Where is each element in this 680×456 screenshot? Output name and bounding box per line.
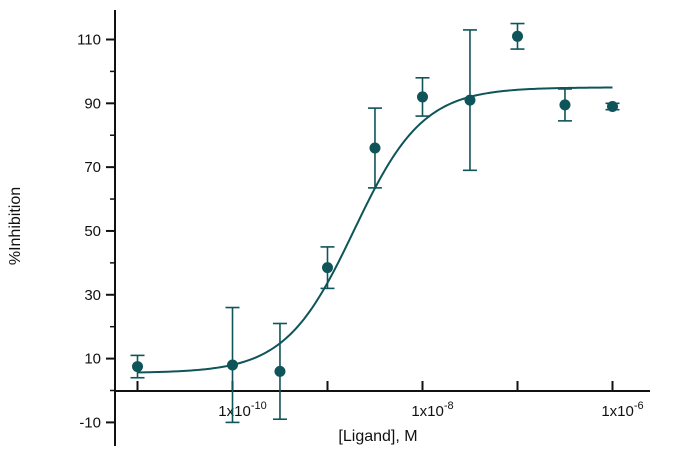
y-tick-label: 90 (84, 95, 101, 112)
y-tick-label: 50 (84, 223, 101, 240)
data-point (274, 365, 286, 377)
data-point-group (320, 246, 335, 290)
axes (114, 10, 650, 446)
x-axis-title: [Ligand], M (338, 428, 417, 445)
y-tick-label: 30 (84, 287, 101, 304)
data-point (607, 101, 618, 113)
data-point-group (225, 306, 240, 424)
data-point (322, 262, 333, 274)
data-point-group (272, 322, 287, 421)
y-axis-ticks: -10 10 30 50 70 90 110 (77, 32, 115, 431)
data-point (464, 94, 476, 106)
data-points (130, 22, 620, 424)
y-tick-label: 70 (84, 159, 101, 176)
data-point (132, 361, 143, 373)
y-axis-title: %Inhibition (7, 187, 24, 265)
data-point (559, 99, 571, 111)
x-tick-label: 1x10-8 (411, 400, 453, 420)
data-point-group (415, 76, 430, 117)
data-point (512, 30, 523, 42)
x-axis-ticks: 1x10-10 1x10-8 1x10-6 (136, 381, 644, 420)
data-point (227, 359, 238, 371)
y-tick-label: 10 (84, 351, 101, 368)
data-point-group (605, 101, 620, 113)
y-tick-label: 110 (77, 32, 101, 49)
data-point-group (367, 107, 382, 189)
data-point (369, 142, 381, 154)
y-tick-label: -10 (79, 414, 101, 431)
data-point-group (462, 29, 477, 172)
data-point (417, 91, 428, 103)
x-tick-label: 1x10-10 (218, 400, 266, 420)
data-point-group (130, 354, 145, 379)
data-point-group (557, 88, 572, 122)
x-tick-label: 1x10-6 (601, 400, 643, 420)
data-point-group (510, 22, 525, 50)
